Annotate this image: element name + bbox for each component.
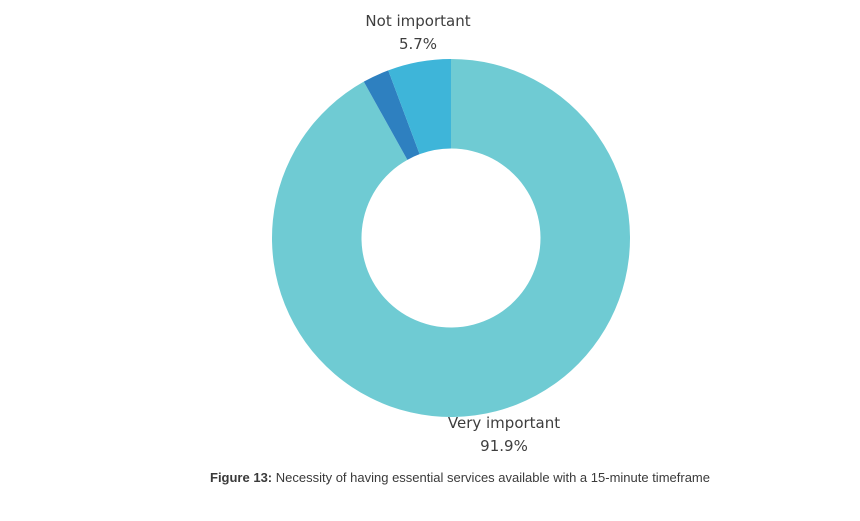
donut-slice-unlabeled — [363, 70, 420, 160]
figure-caption: Figure 13: Necessity of having essential… — [30, 470, 860, 485]
slice-label-not-important-name: Not important — [365, 12, 471, 30]
slice-label-very-important-value: 91.9% — [480, 437, 528, 455]
slice-label-very-important-name: Very important — [447, 414, 561, 432]
donut-slice-very-important — [272, 59, 630, 418]
slice-label-very-important: Very important 91.9% — [394, 412, 614, 458]
slice-label-not-important-value: 5.7% — [398, 35, 438, 53]
figure-caption-text: Necessity of having essential services a… — [272, 470, 710, 485]
donut-slice-not-important — [388, 59, 451, 155]
figure-caption-prefix: Figure 13: — [210, 470, 273, 485]
slice-label-not-important: Not important 5.7% — [308, 10, 528, 56]
